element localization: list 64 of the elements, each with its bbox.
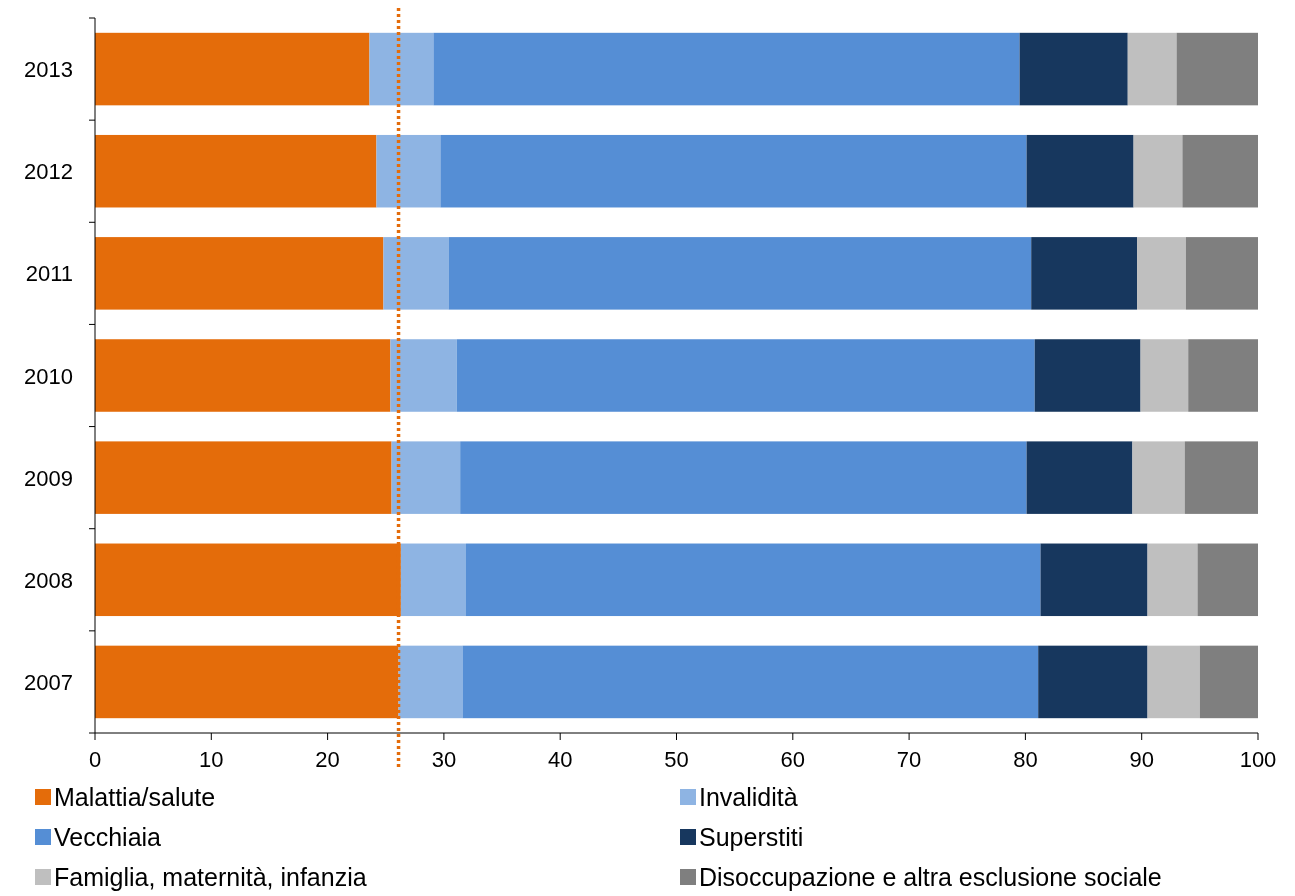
y-tick-label: 2012 (24, 159, 73, 185)
legend-label: Famiglia, maternità, infanzia (54, 863, 367, 891)
bar (383, 237, 449, 310)
x-tick-label: 40 (547, 747, 573, 772)
bar (391, 441, 461, 514)
bar (95, 441, 392, 514)
bar (1127, 32, 1177, 106)
bar (1182, 134, 1259, 208)
legend-label: Vecchiaia (54, 823, 162, 851)
y-tick-label: 2009 (24, 465, 73, 491)
x-tick-label: 50 (664, 747, 689, 772)
x-tick-label: 0 (88, 747, 102, 772)
x-tick-label: 10 (199, 747, 224, 772)
y-tick-label: 2011 (25, 261, 73, 287)
bar (95, 134, 377, 208)
bar (376, 134, 441, 208)
bar (1184, 441, 1258, 514)
bar (466, 543, 1041, 617)
bar (1040, 543, 1148, 617)
x-tick-label: 100 (1239, 747, 1277, 772)
legend-label: Disoccupazione e altra esclusione sociale (699, 863, 1162, 891)
bar (1019, 32, 1128, 106)
bar (369, 32, 434, 106)
x-tick-label: 30 (431, 747, 457, 772)
bar (433, 32, 1020, 106)
bar (440, 134, 1027, 208)
y-tick-label: 2013 (24, 57, 73, 83)
legend-label: Invalidità (699, 783, 798, 811)
bar (1026, 441, 1133, 514)
bar (1185, 237, 1258, 310)
bar (95, 237, 384, 310)
bar (1140, 339, 1189, 412)
bar (1197, 543, 1258, 617)
bar (1132, 441, 1185, 514)
bar (390, 339, 457, 412)
x-tick-label: 60 (780, 747, 806, 772)
bar (1188, 339, 1258, 412)
bar (448, 237, 1032, 310)
y-tick-label: 2010 (24, 363, 73, 389)
legend-label: Malattia/salute (54, 783, 216, 811)
bar (398, 645, 463, 719)
bar (1199, 645, 1258, 719)
bar (1137, 237, 1186, 310)
bar (1147, 543, 1198, 617)
bar (1026, 134, 1134, 208)
x-tick-label: 80 (1013, 747, 1038, 772)
legend-label: Superstiti (699, 823, 804, 851)
bar (1031, 237, 1138, 310)
bar (1038, 645, 1148, 719)
bar (1147, 645, 1200, 719)
x-tick-label: 90 (1129, 747, 1154, 772)
bar (95, 339, 391, 412)
bar (460, 441, 1027, 514)
y-tick-label: 2007 (24, 669, 73, 695)
bar (456, 339, 1035, 412)
bar (1133, 134, 1183, 208)
bar (1176, 32, 1258, 106)
x-tick-label: 20 (315, 747, 340, 772)
bar (95, 32, 370, 106)
bar (1034, 339, 1141, 412)
y-tick-label: 2008 (24, 567, 73, 593)
bar (400, 543, 466, 617)
bar (462, 645, 1039, 719)
x-tick-label: 70 (896, 747, 922, 772)
